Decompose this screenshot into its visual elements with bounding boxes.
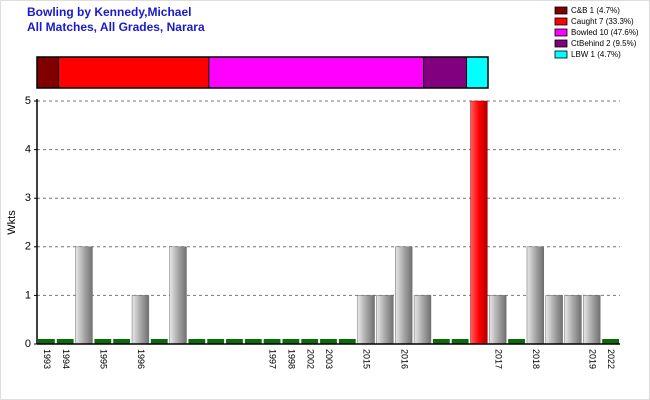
bar: [564, 295, 582, 345]
bar: [94, 339, 112, 344]
bar: [413, 295, 432, 345]
bar: [282, 339, 300, 344]
legend-swatch: [554, 6, 568, 15]
y-tick-label: 0: [25, 338, 31, 350]
legend-swatch: [554, 39, 568, 48]
x-tick-label: 2018: [531, 349, 541, 369]
x-tick-label: 1998: [287, 349, 297, 369]
bar: [244, 339, 262, 344]
x-tick-label: 2016: [399, 349, 409, 369]
bar: [602, 339, 619, 344]
bar: [131, 295, 150, 345]
x-tick-label: 2015: [362, 349, 372, 369]
bar: [451, 339, 469, 344]
chart-title: Bowling by Kennedy,Michael: [27, 5, 191, 19]
bar: [226, 339, 243, 344]
segment: [466, 56, 489, 89]
bar: [150, 339, 168, 344]
legend-swatch: [554, 28, 568, 37]
bar: [508, 339, 525, 344]
bar: [545, 295, 563, 345]
bar: [169, 246, 187, 345]
segment: [36, 56, 59, 89]
y-tick-label: 5: [25, 95, 31, 107]
bar: [38, 339, 55, 344]
y-tick-label: 2: [25, 241, 31, 253]
bar: [338, 339, 356, 344]
legend-label: C&B 1 (4.7%): [571, 6, 620, 15]
segment: [423, 56, 468, 89]
bar: [583, 295, 601, 345]
legend-label: Bowled 10 (47.6%): [571, 28, 639, 37]
y-tick-label: 4: [25, 144, 31, 156]
bar: [376, 295, 394, 345]
y-tick-label: 1: [25, 289, 31, 301]
legend-label: LBW 1 (4.7%): [571, 50, 621, 59]
bar: [526, 246, 545, 345]
bar: [320, 339, 337, 344]
x-tick-label: 1993: [42, 349, 52, 369]
bar: [113, 339, 131, 344]
bar: [357, 295, 375, 345]
x-tick-label: 2003: [324, 349, 334, 369]
legend-swatch: [554, 17, 568, 26]
bar: [432, 339, 450, 344]
y-tick-label: 3: [25, 192, 31, 204]
bar: [395, 246, 413, 345]
bar: [207, 339, 225, 344]
segment: [57, 56, 210, 89]
bar: [470, 100, 488, 345]
x-tick-label: 2002: [305, 349, 315, 369]
x-tick-label: 2019: [587, 349, 597, 369]
bar: [56, 339, 74, 344]
x-tick-label: 2017: [493, 349, 503, 369]
bar: [188, 339, 206, 344]
stack-outline: [36, 56, 489, 89]
y-axis-label: Wkts: [6, 210, 18, 235]
segment: [208, 56, 425, 89]
bar: [301, 339, 319, 344]
legend-label: CtBehind 2 (9.5%): [571, 39, 637, 48]
x-tick-label: 1994: [61, 349, 71, 369]
legend-label: Caught 7 (33.3%): [571, 17, 634, 26]
bar: [263, 339, 281, 344]
x-tick-label: 1997: [268, 349, 278, 369]
bar: [489, 295, 507, 345]
x-tick-label: 2022: [606, 349, 616, 369]
legend-swatch: [554, 50, 568, 59]
bar: [75, 246, 93, 345]
chart-subtitle: All Matches, All Grades, Narara: [27, 20, 205, 34]
x-tick-label: 1995: [98, 349, 108, 369]
x-tick-label: 1996: [136, 349, 146, 369]
